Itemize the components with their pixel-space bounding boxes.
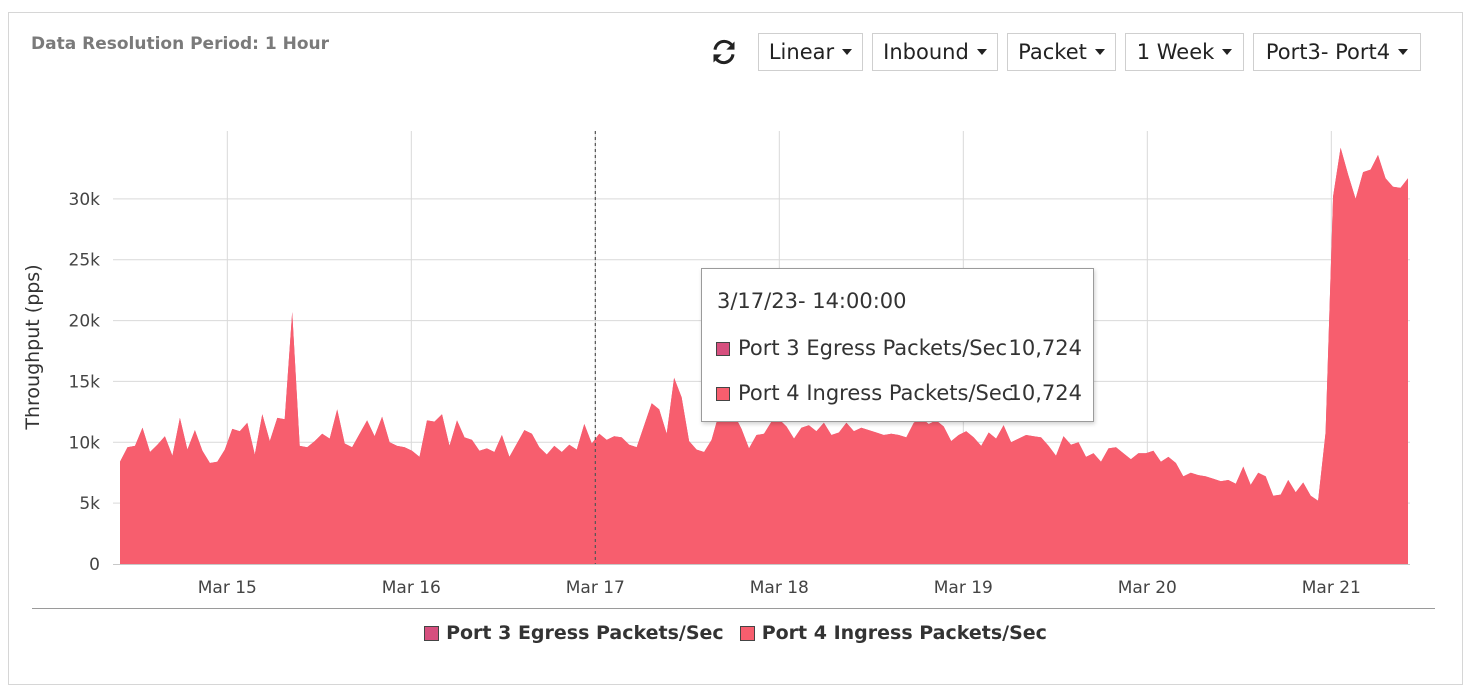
tooltip-series-value: 10,724	[1008, 336, 1082, 360]
legend-item-port3-egress[interactable]: Port 3 Egress Packets/Sec	[424, 622, 724, 644]
y-tick-label: 10k	[69, 433, 101, 453]
scale-dropdown-label: Linear	[768, 40, 835, 64]
chevron-down-icon	[1094, 49, 1105, 55]
metric-dropdown[interactable]: Packet	[1007, 33, 1116, 71]
direction-dropdown-label: Inbound	[883, 40, 969, 64]
tooltip-row: Port 3 Egress Packets/Sec 10,724	[716, 336, 1082, 364]
series-area[interactable]	[120, 147, 1408, 564]
x-tick-label: Mar 19	[934, 578, 993, 598]
resolution-label: Data Resolution Period: 1 Hour	[31, 34, 330, 54]
tooltip-series-name: Port 4 Ingress Packets/Sec	[738, 381, 1014, 405]
y-tick-label: 15k	[69, 372, 101, 392]
refresh-icon[interactable]	[710, 38, 738, 66]
x-tick-label: Mar 18	[750, 578, 809, 598]
tooltip-row: Port 4 Ingress Packets/Sec 10,724	[716, 381, 1082, 409]
tooltip-series-value: 10,724	[1008, 381, 1082, 405]
series-swatch	[716, 387, 730, 401]
series-areas	[120, 147, 1408, 564]
y-tick-label: 20k	[69, 312, 101, 332]
tooltip-series-name: Port 3 Egress Packets/Sec	[738, 336, 1008, 360]
x-tick-label: Mar 17	[566, 578, 625, 598]
ports-dropdown[interactable]: Port3- Port4	[1253, 33, 1421, 71]
y-tick-label: 25k	[69, 251, 101, 271]
legend-swatch	[739, 625, 755, 641]
tooltip-title: 3/17/23- 14:00:00	[717, 289, 907, 313]
axes: 0 5k 10k 15k 20k 25k 30k Mar 15 Mar 16 Mar 17 Mar …	[32, 190, 1435, 609]
chevron-down-icon	[976, 49, 987, 55]
y-axis-label: Throughput (pps)	[22, 264, 44, 430]
legend: Port 3 Egress Packets/Sec Port 4 Ingress…	[0, 622, 1471, 644]
series-swatch	[716, 342, 730, 356]
period-dropdown[interactable]: 1 Week	[1125, 33, 1244, 71]
ports-dropdown-label: Port3- Port4	[1265, 40, 1391, 64]
tooltip: 3/17/23- 14:00:00 Port 3 Egress Packets/…	[701, 268, 1094, 422]
direction-dropdown[interactable]: Inbound	[872, 33, 998, 71]
legend-label: Port 3 Egress Packets/Sec	[446, 622, 724, 644]
legend-item-port4-ingress[interactable]: Port 4 Ingress Packets/Sec	[739, 622, 1047, 644]
chevron-down-icon	[842, 49, 853, 55]
legend-label: Port 4 Ingress Packets/Sec	[761, 622, 1047, 644]
y-tick-label: 0	[89, 555, 100, 575]
y-tick-label: 30k	[69, 190, 101, 210]
x-tick-label: Mar 21	[1302, 578, 1361, 598]
x-tick-label: Mar 16	[382, 578, 441, 598]
chevron-down-icon	[1398, 49, 1409, 55]
y-tick-label: 5k	[79, 494, 100, 514]
chevron-down-icon	[1222, 49, 1233, 55]
period-dropdown-label: 1 Week	[1136, 40, 1215, 64]
x-tick-label: Mar 20	[1118, 578, 1177, 598]
legend-swatch	[424, 625, 440, 641]
scale-dropdown[interactable]: Linear	[758, 33, 863, 71]
x-tick-label: Mar 15	[198, 578, 257, 598]
metric-dropdown-label: Packet	[1018, 40, 1087, 64]
